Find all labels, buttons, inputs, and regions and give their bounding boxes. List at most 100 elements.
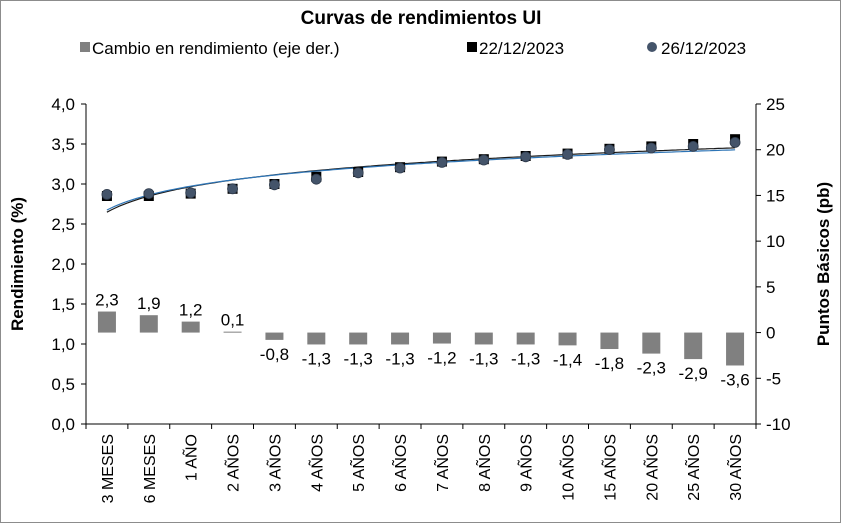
trend-line bbox=[106, 149, 736, 211]
bar-data-label: -1,3 bbox=[511, 349, 540, 368]
bar bbox=[432, 332, 451, 344]
x-tick-label: 3 MESES bbox=[100, 434, 117, 503]
point-26-12 bbox=[143, 188, 155, 200]
y2-tick-label: 0 bbox=[766, 324, 775, 343]
chart-title: Curvas de rendimientos UI bbox=[301, 8, 542, 29]
bar bbox=[139, 315, 158, 333]
point-26-12 bbox=[645, 142, 657, 154]
bar-data-label: -3,6 bbox=[720, 370, 749, 389]
trend-lines bbox=[106, 147, 736, 213]
bar-data-label: -2,3 bbox=[637, 359, 666, 378]
bar bbox=[265, 332, 284, 340]
bar-data-label: 2,3 bbox=[95, 291, 119, 310]
point-26-12 bbox=[394, 162, 406, 174]
bar bbox=[474, 332, 493, 345]
point-26-12 bbox=[436, 156, 448, 168]
legend-marker-26-12 bbox=[647, 42, 657, 52]
y2-axis-title: Puntos Básicos (pb) bbox=[814, 182, 833, 346]
bar bbox=[726, 332, 745, 366]
y-tick-label: 4,0 bbox=[51, 95, 75, 114]
y-axis-title: Rendimiento (%) bbox=[8, 197, 27, 331]
marker-series bbox=[101, 134, 741, 201]
y2-tick-label: 20 bbox=[766, 141, 785, 160]
y-tick-label: 0,0 bbox=[51, 415, 75, 434]
bar bbox=[307, 332, 326, 345]
y2-tick-label: 25 bbox=[766, 95, 785, 114]
y-tick-label: 3,5 bbox=[51, 135, 75, 154]
point-26-12 bbox=[185, 187, 197, 199]
data-labels: 2,3 1,9 1,2 0,1 -0,8 -1,3 -1,3 -1,3 -1,2 -1,3 -1,3… bbox=[95, 291, 750, 390]
point-26-12 bbox=[310, 173, 322, 185]
bar bbox=[181, 321, 200, 333]
point-26-12 bbox=[562, 148, 573, 160]
x-tick-label: 20 AÑOS bbox=[641, 434, 661, 501]
legend-label-22-12: 22/12/2023 bbox=[479, 39, 564, 58]
x-tick-label: 7 AÑOS bbox=[432, 434, 452, 492]
y-tick-label: 1,5 bbox=[51, 295, 75, 314]
point-26-12 bbox=[729, 136, 741, 148]
x-tick-label: 10 AÑOS bbox=[558, 434, 578, 501]
bar bbox=[223, 331, 242, 333]
y-tick-label: 1,0 bbox=[51, 335, 75, 354]
bar bbox=[558, 332, 577, 346]
bar bbox=[684, 332, 703, 360]
x-tick-label: 1 AÑO bbox=[181, 434, 201, 481]
bar bbox=[642, 332, 661, 354]
legend-marker-bar bbox=[80, 42, 90, 52]
bar bbox=[97, 311, 116, 333]
bar-data-label: -1,3 bbox=[344, 349, 373, 368]
point-26-12 bbox=[520, 151, 532, 163]
bar bbox=[516, 332, 535, 345]
x-tick-label: 25 AÑOS bbox=[683, 434, 703, 501]
bar-data-label: -1,2 bbox=[427, 349, 456, 368]
bar-data-label: 0,1 bbox=[221, 311, 245, 330]
point-26-12 bbox=[269, 179, 280, 191]
point-26-12 bbox=[227, 183, 238, 195]
y2-tick-label: 5 bbox=[766, 278, 775, 297]
bar-data-label: -1,4 bbox=[553, 350, 582, 369]
y2-tick-label: -10 bbox=[766, 415, 791, 434]
bar-data-label: -1,3 bbox=[469, 349, 498, 368]
bar-series bbox=[97, 311, 745, 366]
bar bbox=[391, 332, 410, 345]
point-26-12 bbox=[604, 144, 615, 156]
bar-data-label: -0,8 bbox=[260, 345, 289, 364]
y-tick-label: 2,5 bbox=[51, 215, 75, 234]
y-tick-label: 0,5 bbox=[51, 375, 75, 394]
x-tick-label: 6 AÑOS bbox=[390, 434, 410, 492]
x-tick-label: 8 AÑOS bbox=[474, 434, 494, 492]
x-tick-label: 2 AÑOS bbox=[223, 434, 243, 492]
bar-data-label: -1,3 bbox=[302, 349, 331, 368]
y-tick-label: 2,0 bbox=[51, 255, 75, 274]
point-26-12 bbox=[687, 140, 699, 152]
legend: Cambio en rendimiento (eje der.) 22/12/2… bbox=[80, 39, 746, 58]
bar-data-label: -2,9 bbox=[679, 364, 708, 383]
legend-label-26-12: 26/12/2023 bbox=[661, 39, 746, 58]
x-tick-label: 6 MESES bbox=[142, 434, 159, 503]
x-tick-label: 4 AÑOS bbox=[306, 434, 326, 492]
trend-line bbox=[106, 147, 736, 213]
y2-tick-label: 15 bbox=[766, 186, 785, 205]
legend-label-bar: Cambio en rendimiento (eje der.) bbox=[92, 39, 340, 58]
bar-data-label: 1,2 bbox=[179, 301, 203, 320]
x-tick-label: 15 AÑOS bbox=[599, 434, 619, 501]
bar-data-label: -1,3 bbox=[385, 349, 414, 368]
x-tick-label: 5 AÑOS bbox=[348, 434, 368, 492]
y-tick-label: 3,0 bbox=[51, 175, 75, 194]
axes: 0,0 0,5 1,0 1,5 2,0 2,5 3,0 3,5 4,0 -10 -5 0 5 10 15 20… bbox=[51, 95, 790, 503]
legend-marker-22-12 bbox=[467, 42, 477, 52]
bar bbox=[600, 332, 619, 350]
bar-data-label: 1,9 bbox=[137, 294, 161, 313]
y2-tick-label: 10 bbox=[766, 232, 785, 251]
y2-tick-label: -5 bbox=[766, 369, 781, 388]
x-tick-label: 30 AÑOS bbox=[725, 434, 745, 501]
point-26-12 bbox=[352, 167, 364, 179]
bar bbox=[349, 332, 368, 345]
bar-data-label: -1,8 bbox=[595, 354, 624, 373]
point-26-12 bbox=[101, 188, 113, 200]
x-tick-label: 3 AÑOS bbox=[264, 434, 284, 492]
x-tick-label: 9 AÑOS bbox=[516, 434, 536, 492]
point-26-12 bbox=[478, 154, 490, 166]
